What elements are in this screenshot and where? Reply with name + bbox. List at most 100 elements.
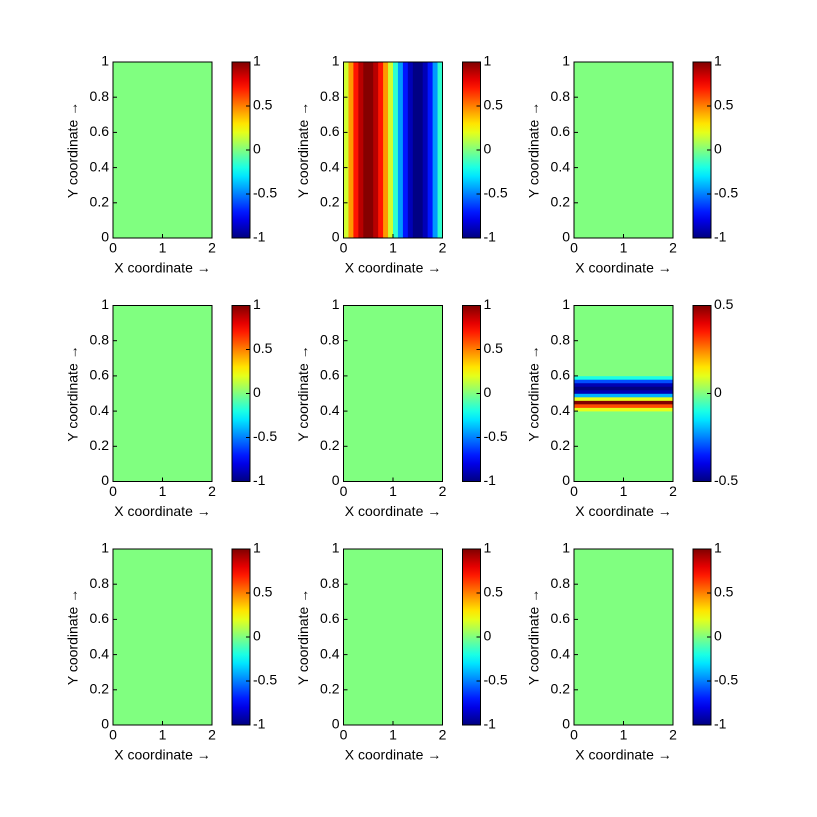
y-tick-label: 0.4 — [90, 158, 110, 174]
y-tick-label: 0.8 — [90, 88, 110, 104]
colorbar-tick-label: 0 — [253, 141, 261, 157]
y-tick-label: 0.6 — [551, 610, 571, 626]
x-tick-label: 1 — [159, 727, 167, 743]
heat-cell — [574, 382, 674, 387]
heat-cell — [574, 305, 674, 377]
x-axis-label: X coordinate → — [575, 503, 672, 519]
x-tick-label: 1 — [389, 727, 397, 743]
y-axis-label: Y coordinate → — [295, 589, 311, 685]
heat-cell — [574, 407, 674, 412]
y-tick-label: 1 — [332, 540, 340, 556]
y-tick-label: 1 — [332, 53, 340, 69]
colorbar-tick-label: -0.5 — [253, 428, 277, 444]
heat-cell — [402, 62, 409, 239]
x-axis-label: X coordinate → — [345, 260, 442, 276]
colorbar-tick-label: -1 — [714, 716, 727, 732]
y-tick-label: 0 — [332, 229, 340, 245]
y-tick-label: 0.4 — [551, 158, 571, 174]
colorbar-tick-label: 1 — [253, 540, 261, 556]
y-tick-label: 1 — [101, 540, 109, 556]
x-tick-label: 0 — [109, 240, 117, 256]
heat-cell — [412, 62, 419, 239]
y-tick-label: 0.6 — [90, 123, 110, 139]
colorbar-tick-label: 0 — [714, 384, 722, 400]
heat-cell — [343, 549, 443, 726]
x-axis-label: X coordinate → — [114, 260, 211, 276]
x-tick-label: 0 — [340, 240, 348, 256]
y-tick-label: 0 — [101, 229, 109, 245]
colorbar-tick-label: 0.5 — [714, 584, 734, 600]
x-tick-label: 0 — [109, 483, 117, 499]
x-tick-label: 0 — [340, 727, 348, 743]
y-tick-label: 0.4 — [320, 402, 340, 418]
x-tick-label: 2 — [439, 727, 447, 743]
y-tick-label: 0.6 — [90, 367, 110, 383]
heat-cell — [113, 62, 213, 239]
y-tick-label: 0.2 — [90, 437, 110, 453]
colorbar-tick-label: -0.5 — [253, 672, 277, 688]
heat-cell — [388, 62, 394, 239]
y-axis-label: Y coordinate → — [65, 102, 81, 198]
heat-cell — [574, 400, 674, 405]
y-tick-label: 0.8 — [320, 575, 340, 591]
heat-cell — [574, 379, 674, 384]
y-tick-label: 0 — [562, 229, 570, 245]
y-tick-label: 0.6 — [320, 123, 340, 139]
heat-cell — [417, 62, 424, 239]
x-tick-label: 2 — [669, 240, 677, 256]
colorbar-tick-label: 0.5 — [253, 97, 273, 113]
x-tick-label: 1 — [620, 727, 628, 743]
heat-cell — [407, 62, 414, 239]
colorbar-tick-label: 0 — [714, 628, 722, 644]
heat-cell — [343, 62, 349, 239]
heat-cell — [393, 62, 399, 239]
y-tick-label: 0.2 — [551, 681, 571, 697]
heat-cell — [432, 62, 439, 239]
colorbar-tick-label: 0 — [714, 141, 722, 157]
y-tick-label: 0.2 — [551, 194, 571, 210]
y-tick-label: 0.4 — [551, 402, 571, 418]
y-tick-label: 0 — [562, 716, 570, 732]
x-tick-label: 1 — [620, 483, 628, 499]
colorbar-tick-label: -0.5 — [484, 672, 508, 688]
x-axis-label: X coordinate → — [114, 747, 211, 763]
heat-cell — [427, 62, 434, 239]
x-tick-label: 1 — [159, 483, 167, 499]
y-tick-label: 1 — [101, 296, 109, 312]
colorbar-tick-label: 0.5 — [714, 97, 734, 113]
heat-cell — [574, 386, 674, 391]
y-tick-label: 0 — [101, 716, 109, 732]
y-tick-label: 0 — [562, 472, 570, 488]
y-axis-label: Y coordinate → — [526, 589, 542, 685]
heat-cell — [574, 397, 674, 401]
x-tick-label: 0 — [570, 483, 578, 499]
colorbar-tick-label: -1 — [484, 472, 497, 488]
y-axis-label: Y coordinate → — [65, 345, 81, 441]
y-tick-label: 0.8 — [320, 331, 340, 347]
colorbar-tick-label: 0.5 — [253, 340, 273, 356]
y-tick-label: 0.4 — [320, 158, 340, 174]
colorbar-tick-label: 1 — [714, 540, 722, 556]
y-tick-label: 0.6 — [551, 367, 571, 383]
y-tick-label: 0.8 — [551, 88, 571, 104]
colorbar-tick-label: -0.5 — [714, 185, 738, 201]
colorbar-tick-label: -0.5 — [714, 472, 738, 488]
y-tick-label: 0.8 — [90, 331, 110, 347]
y-tick-label: 0.6 — [320, 610, 340, 626]
x-axis-label: X coordinate → — [575, 260, 672, 276]
y-tick-label: 0.2 — [320, 194, 340, 210]
x-tick-label: 2 — [439, 483, 447, 499]
colorbar-tick-label: 0.5 — [253, 584, 273, 600]
colorbar-tick-label: -1 — [253, 472, 266, 488]
y-tick-label: 0.6 — [551, 123, 571, 139]
y-tick-label: 0.2 — [90, 681, 110, 697]
colorbar-tick-label: 0.5 — [714, 296, 734, 312]
y-tick-label: 1 — [562, 540, 570, 556]
x-tick-label: 0 — [570, 240, 578, 256]
x-tick-label: 2 — [208, 240, 216, 256]
y-tick-label: 0.4 — [90, 645, 110, 661]
x-tick-label: 1 — [389, 240, 397, 256]
y-tick-label: 1 — [562, 53, 570, 69]
heat-cell — [574, 393, 674, 398]
